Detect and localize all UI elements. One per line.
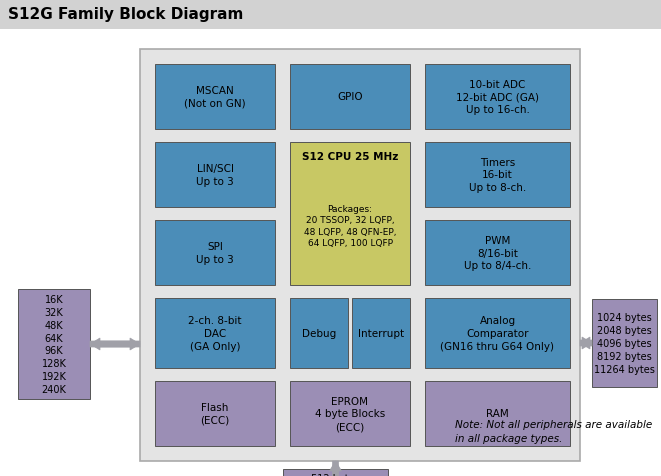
Text: RAM: RAM xyxy=(486,408,509,418)
Text: EPROM
4 byte Blocks
(ECC): EPROM 4 byte Blocks (ECC) xyxy=(315,396,385,431)
Polygon shape xyxy=(329,461,342,476)
Text: MSCAN
(Not on GN): MSCAN (Not on GN) xyxy=(184,86,246,109)
Bar xyxy=(290,143,410,286)
Text: Flash
(ECC): Flash (ECC) xyxy=(200,402,229,425)
Bar xyxy=(425,381,570,446)
Bar xyxy=(155,298,275,368)
Text: 10-bit ADC
12-bit ADC (GA)
Up to 16-ch.: 10-bit ADC 12-bit ADC (GA) Up to 16-ch. xyxy=(456,79,539,115)
Bar xyxy=(290,65,410,130)
Bar xyxy=(0,0,661,30)
Text: Interrupt: Interrupt xyxy=(358,328,404,338)
Text: S12G Family Block Diagram: S12G Family Block Diagram xyxy=(8,8,243,22)
Bar xyxy=(425,143,570,208)
Text: Debug: Debug xyxy=(302,328,336,338)
Polygon shape xyxy=(580,337,592,349)
Text: 2-ch. 8-bit
DAC
(GA Only): 2-ch. 8-bit DAC (GA Only) xyxy=(188,316,242,351)
Text: LIN/SCI
Up to 3: LIN/SCI Up to 3 xyxy=(196,164,234,187)
Text: PWM
8/16-bit
Up to 8/4-ch.: PWM 8/16-bit Up to 8/4-ch. xyxy=(464,235,531,271)
Text: 512 bytes
1024 bytes
1536 bytes
2048 bytes
3072 bytes
4096 bytes: 512 bytes 1024 bytes 1536 bytes 2048 byt… xyxy=(308,473,363,476)
Text: S12 CPU 25 MHz: S12 CPU 25 MHz xyxy=(302,152,398,162)
Text: 1024 bytes
2048 bytes
4096 bytes
8192 bytes
11264 bytes: 1024 bytes 2048 bytes 4096 bytes 8192 by… xyxy=(594,313,655,374)
Bar xyxy=(352,298,410,368)
Bar xyxy=(425,298,570,368)
Text: Note: Not all peripherals are available
in all package types.: Note: Not all peripherals are available … xyxy=(455,419,652,443)
Polygon shape xyxy=(580,337,592,349)
Bar xyxy=(425,220,570,286)
Text: Packages:
20 TSSOP, 32 LQFP,
48 LQFP, 48 QFN-EP,
64 LQFP, 100 LQFP: Packages: 20 TSSOP, 32 LQFP, 48 LQFP, 48… xyxy=(304,204,396,248)
Bar xyxy=(155,220,275,286)
Bar xyxy=(155,65,275,130)
Bar xyxy=(290,381,410,446)
Bar xyxy=(283,469,388,476)
Text: 16K
32K
48K
64K
96K
128K
192K
240K: 16K 32K 48K 64K 96K 128K 192K 240K xyxy=(42,295,67,394)
Text: Timers
16-bit
Up to 8-ch.: Timers 16-bit Up to 8-ch. xyxy=(469,158,526,193)
Polygon shape xyxy=(90,338,140,350)
Bar xyxy=(18,289,90,399)
Bar xyxy=(155,143,275,208)
Bar xyxy=(425,65,570,130)
Polygon shape xyxy=(90,338,140,350)
Bar xyxy=(155,381,275,446)
Bar xyxy=(140,50,580,461)
Text: GPIO: GPIO xyxy=(337,92,363,102)
Text: SPI
Up to 3: SPI Up to 3 xyxy=(196,242,234,264)
Text: Analog
Comparator
(GN16 thru G64 Only): Analog Comparator (GN16 thru G64 Only) xyxy=(440,316,555,351)
Bar xyxy=(290,298,348,368)
Bar xyxy=(592,299,657,387)
Polygon shape xyxy=(329,461,342,476)
